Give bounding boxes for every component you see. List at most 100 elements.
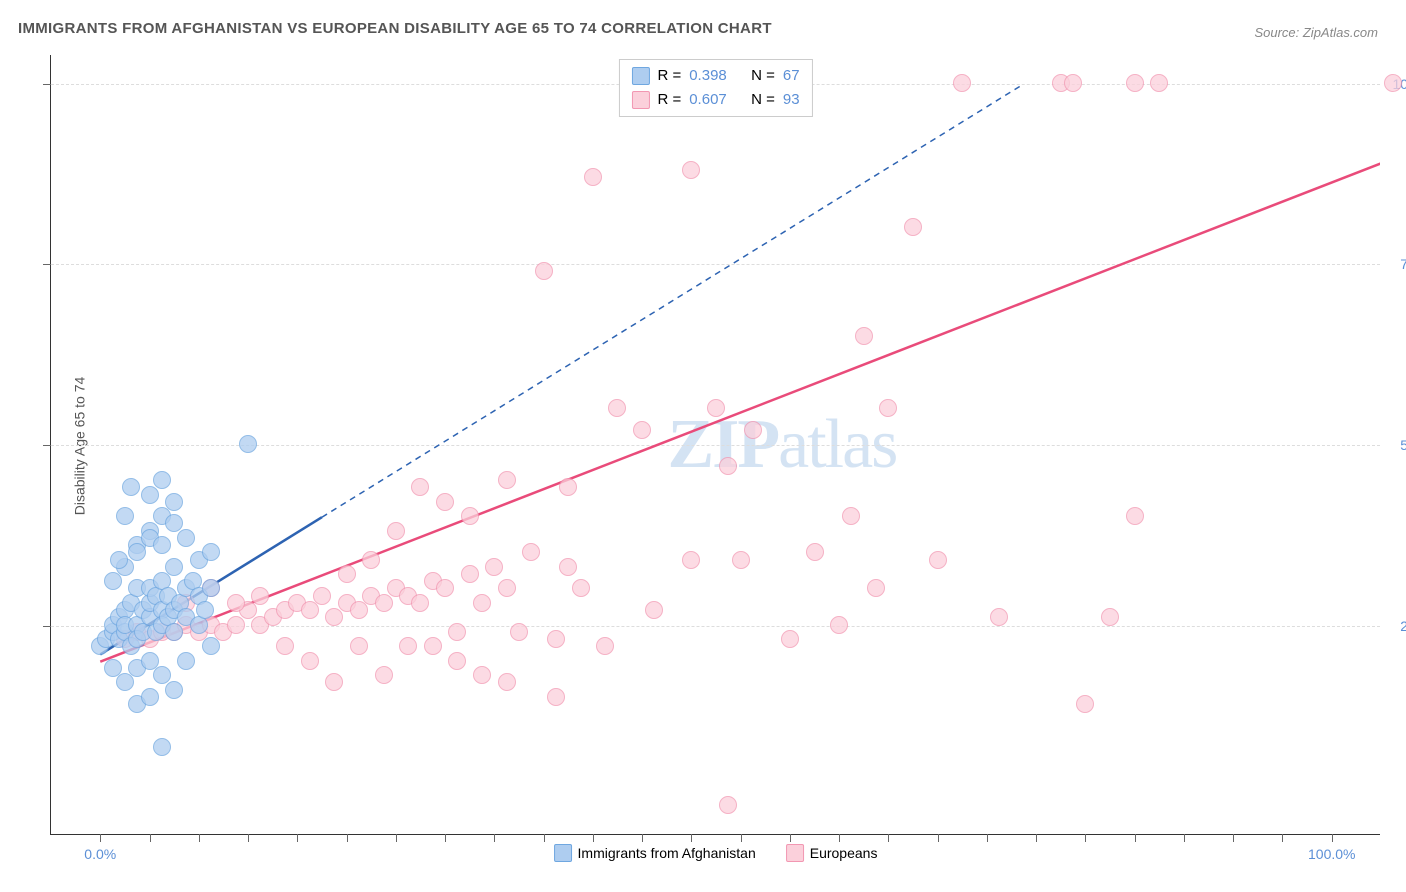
y-tick-label: 50.0%	[1400, 437, 1406, 453]
data-point	[707, 399, 725, 417]
data-point	[461, 507, 479, 525]
data-point	[781, 630, 799, 648]
data-point	[227, 594, 245, 612]
data-point	[325, 608, 343, 626]
data-point	[153, 471, 171, 489]
r-value-pink: 0.607	[689, 88, 727, 112]
legend-label-pink: Europeans	[810, 845, 878, 861]
data-point	[1126, 74, 1144, 92]
y-tick	[43, 264, 51, 265]
data-point	[535, 262, 553, 280]
data-point	[682, 551, 700, 569]
data-point	[855, 327, 873, 345]
swatch-blue	[631, 67, 649, 85]
x-tick	[790, 834, 791, 842]
data-point	[239, 435, 257, 453]
data-point	[350, 637, 368, 655]
data-point	[104, 659, 122, 677]
data-point	[559, 558, 577, 576]
plot-area: ZIPatlas 25.0%50.0%75.0%100.0% 0.0%100.0…	[50, 55, 1380, 835]
n-value-blue: 67	[783, 64, 800, 88]
data-point	[251, 587, 269, 605]
swatch-blue	[554, 844, 572, 862]
data-point	[362, 551, 380, 569]
x-tick	[347, 834, 348, 842]
y-tick	[43, 626, 51, 627]
x-tick	[1036, 834, 1037, 842]
r-label: R =	[657, 88, 681, 112]
data-point	[276, 637, 294, 655]
data-point	[424, 637, 442, 655]
data-point	[202, 543, 220, 561]
data-point	[1126, 507, 1144, 525]
data-point	[522, 543, 540, 561]
data-point	[110, 551, 128, 569]
data-point	[744, 421, 762, 439]
x-tick	[297, 834, 298, 842]
data-point	[116, 507, 134, 525]
source-attribution: Source: ZipAtlas.com	[1254, 25, 1378, 40]
data-point	[547, 688, 565, 706]
data-point	[1064, 74, 1082, 92]
data-point	[830, 616, 848, 634]
n-value-pink: 93	[783, 88, 800, 112]
source-name: ZipAtlas.com	[1303, 25, 1378, 40]
data-point	[141, 688, 159, 706]
data-point	[584, 168, 602, 186]
x-tick	[987, 834, 988, 842]
data-point	[141, 486, 159, 504]
data-point	[719, 796, 737, 814]
x-tick	[544, 834, 545, 842]
data-point	[411, 594, 429, 612]
gridline	[51, 626, 1380, 627]
x-tick	[593, 834, 594, 842]
data-point	[116, 673, 134, 691]
data-point	[411, 478, 429, 496]
x-tick-label: 0.0%	[84, 846, 116, 862]
y-tick-label: 25.0%	[1400, 618, 1406, 634]
data-point	[510, 623, 528, 641]
data-point	[904, 218, 922, 236]
data-point	[732, 551, 750, 569]
watermark-rest: atlas	[778, 406, 896, 483]
x-tick	[100, 834, 101, 842]
x-tick	[396, 834, 397, 842]
x-tick	[445, 834, 446, 842]
data-point	[153, 738, 171, 756]
r-value-blue: 0.398	[689, 64, 727, 88]
x-tick	[691, 834, 692, 842]
data-point	[953, 74, 971, 92]
data-point	[1076, 695, 1094, 713]
data-point	[929, 551, 947, 569]
x-tick	[248, 834, 249, 842]
x-tick	[1233, 834, 1234, 842]
x-tick	[839, 834, 840, 842]
data-point	[867, 579, 885, 597]
data-point	[436, 493, 454, 511]
data-point	[498, 673, 516, 691]
data-point	[559, 478, 577, 496]
x-tick	[199, 834, 200, 842]
data-point	[1384, 74, 1402, 92]
data-point	[153, 536, 171, 554]
x-tick	[1282, 834, 1283, 842]
data-point	[596, 637, 614, 655]
x-tick	[150, 834, 151, 842]
data-point	[682, 161, 700, 179]
data-point	[338, 565, 356, 583]
data-point	[177, 529, 195, 547]
data-point	[448, 652, 466, 670]
data-point	[399, 637, 417, 655]
data-point	[227, 616, 245, 634]
data-point	[608, 399, 626, 417]
x-tick	[1332, 834, 1333, 842]
r-label: R =	[657, 64, 681, 88]
source-prefix: Source:	[1254, 25, 1302, 40]
n-label: N =	[751, 64, 775, 88]
data-point	[572, 579, 590, 597]
data-point	[990, 608, 1008, 626]
data-point	[1101, 608, 1119, 626]
data-point	[375, 666, 393, 684]
correlation-legend: R = 0.398 N = 67 R = 0.607 N = 93	[618, 59, 812, 117]
legend-label-blue: Immigrants from Afghanistan	[578, 845, 756, 861]
